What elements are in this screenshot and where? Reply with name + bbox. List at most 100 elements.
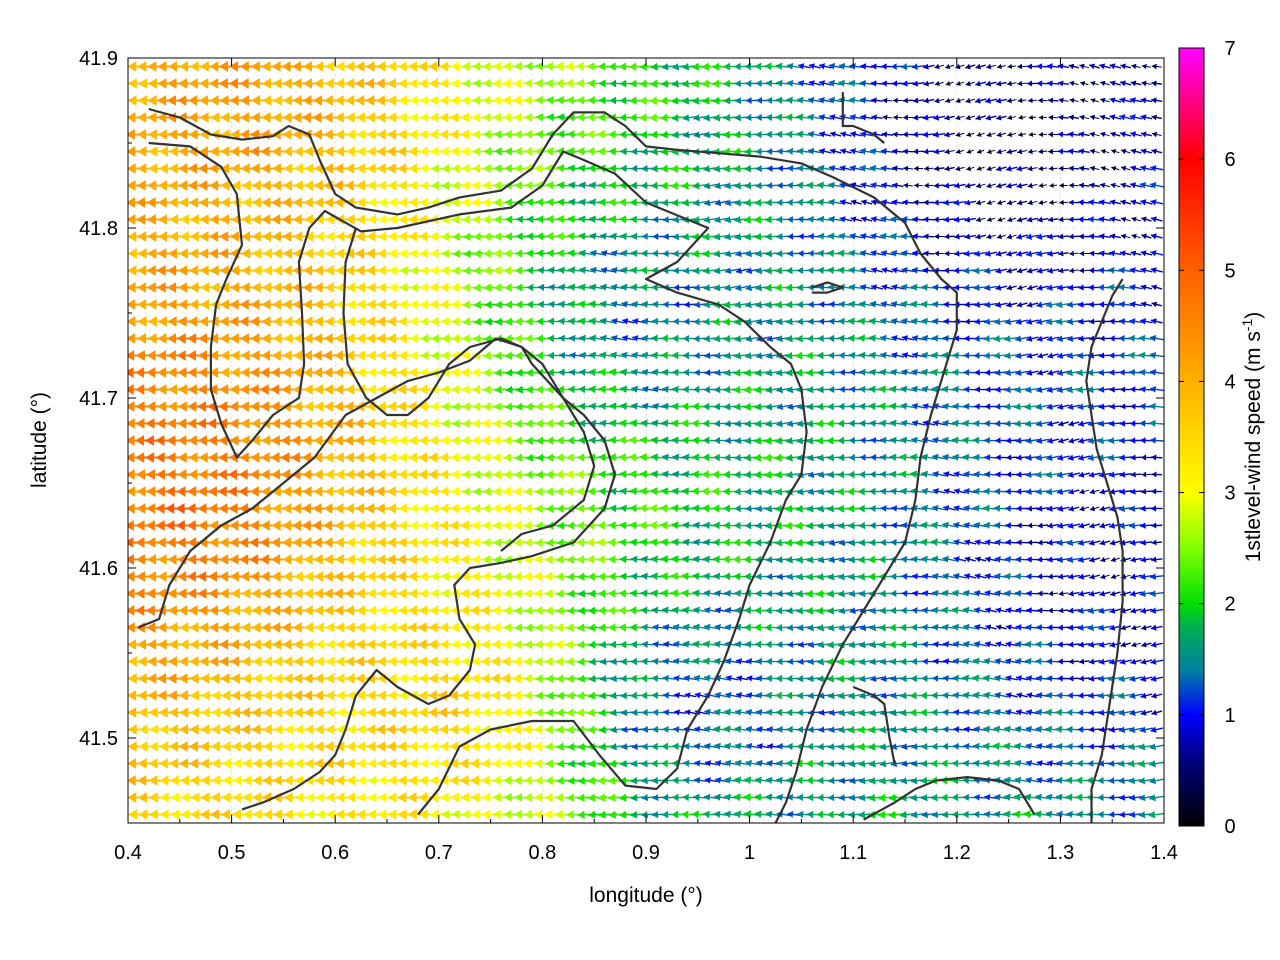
wind-vector — [1003, 776, 1020, 784]
wind-vector — [828, 709, 843, 717]
wind-vector — [692, 623, 709, 631]
wind-vector — [673, 640, 688, 648]
wind-vector — [662, 657, 677, 665]
wind-vector — [1045, 810, 1061, 818]
wind-vector — [995, 624, 1007, 631]
wind-vector — [797, 641, 812, 648]
wind-vector — [663, 709, 677, 716]
colorbar-label-exponent: -1 — [1239, 319, 1255, 332]
wind-vector — [1056, 810, 1071, 818]
wind-vector — [724, 742, 740, 750]
wind-vector — [663, 641, 677, 648]
wind-vector — [1088, 692, 1102, 699]
wind-vector — [1131, 641, 1141, 648]
wind-vector — [984, 794, 998, 801]
wind-vector — [994, 793, 1009, 801]
wind-vector — [725, 657, 739, 665]
wind-vector — [859, 624, 874, 632]
wind-vector — [963, 742, 978, 750]
wind-vector — [838, 794, 854, 802]
wind-vector — [704, 760, 718, 767]
wind-vector — [694, 692, 708, 699]
wind-vector — [1014, 759, 1030, 767]
wind-vector — [1097, 692, 1113, 700]
wind-vector — [818, 726, 833, 734]
wind-vector — [684, 692, 697, 699]
wind-vector — [714, 759, 729, 767]
wind-vector — [1140, 675, 1153, 682]
wind-vector — [703, 793, 719, 801]
wind-vector — [1150, 624, 1163, 631]
colorbar-tick-label: 2 — [1224, 594, 1235, 616]
wind-vector — [828, 777, 843, 785]
wind-vector — [736, 675, 749, 682]
wind-vector — [746, 692, 760, 699]
wind-vector — [1015, 640, 1030, 648]
wind-vector — [1118, 709, 1133, 717]
wind-vector — [745, 759, 761, 767]
wind-vector — [1036, 742, 1050, 750]
wind-vector — [1120, 641, 1131, 648]
wind-vector — [1150, 726, 1164, 733]
wind-vector — [1140, 692, 1153, 699]
wind-vector — [704, 708, 719, 716]
wind-vector — [714, 742, 730, 750]
colorbar-tick-label: 7 — [1224, 38, 1235, 60]
wind-vector — [1149, 743, 1164, 751]
wind-vector — [703, 623, 719, 631]
wind-vector — [1026, 692, 1039, 699]
wind-vector — [703, 725, 719, 733]
wind-vector — [1151, 709, 1163, 716]
x-tick-label: 0.6 — [321, 842, 349, 864]
wind-vector — [921, 811, 936, 819]
wind-vector — [1098, 658, 1112, 665]
wind-vector — [858, 658, 875, 666]
wind-vector — [1068, 658, 1080, 665]
wind-vector — [714, 623, 729, 631]
wind-vector — [621, 743, 636, 751]
wind-vector — [818, 709, 832, 716]
wind-vector — [1046, 776, 1060, 784]
wind-vector — [994, 674, 1009, 682]
y-tick-label: 41.5 — [79, 728, 118, 750]
wind-vector — [827, 624, 844, 632]
wind-vector — [942, 708, 957, 716]
wind-vector — [994, 708, 1009, 716]
wind-vector — [1129, 709, 1143, 717]
wind-vector — [745, 725, 760, 733]
wind-vector — [994, 657, 1009, 665]
wind-vector — [973, 794, 988, 801]
wind-vector — [797, 658, 812, 666]
wind-vector — [1005, 709, 1019, 716]
wind-vector — [704, 742, 719, 750]
wind-vector — [797, 624, 812, 632]
wind-vector — [1005, 675, 1019, 682]
x-tick-labels: 0.4 0.5 0.6 0.7 0.8 0.9 1 1.1 1.2 1.3 1.4 — [114, 842, 1178, 864]
wind-vector — [1118, 726, 1133, 734]
wind-vector — [1045, 793, 1061, 801]
y-tick-label: 41.8 — [79, 218, 118, 240]
wind-vector — [1025, 759, 1040, 767]
wind-vector — [962, 657, 978, 665]
y-tick-label: 41.7 — [79, 388, 118, 410]
x-tick-label: 1.2 — [943, 842, 971, 864]
wind-vector — [984, 641, 998, 648]
wind-vector — [787, 658, 802, 666]
wind-vector — [725, 691, 739, 699]
wind-vector — [848, 692, 865, 700]
wind-vector — [745, 708, 760, 716]
wind-vector — [694, 759, 708, 767]
wind-vector — [693, 742, 708, 750]
wind-vector — [714, 691, 729, 699]
wind-vector — [973, 725, 988, 733]
wind-vector — [1139, 726, 1154, 734]
wind-vector — [1108, 794, 1122, 801]
wind-vector — [1015, 675, 1029, 682]
wind-vector — [1119, 794, 1133, 801]
wind-vector — [683, 674, 698, 682]
colorbar-label: 1stlevel-wind speed (m s-1) — [1239, 312, 1265, 563]
wind-vector — [869, 658, 885, 666]
wind-vector — [879, 760, 896, 768]
wind-vector — [1015, 624, 1029, 631]
wind-vector — [1088, 726, 1101, 733]
